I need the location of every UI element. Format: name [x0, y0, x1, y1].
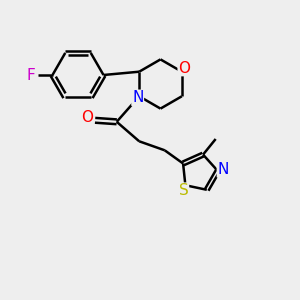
- Text: N: N: [218, 162, 229, 177]
- Text: S: S: [179, 183, 188, 198]
- Text: F: F: [26, 68, 35, 82]
- Text: O: O: [178, 61, 190, 76]
- Text: N: N: [132, 90, 143, 105]
- Text: O: O: [81, 110, 93, 125]
